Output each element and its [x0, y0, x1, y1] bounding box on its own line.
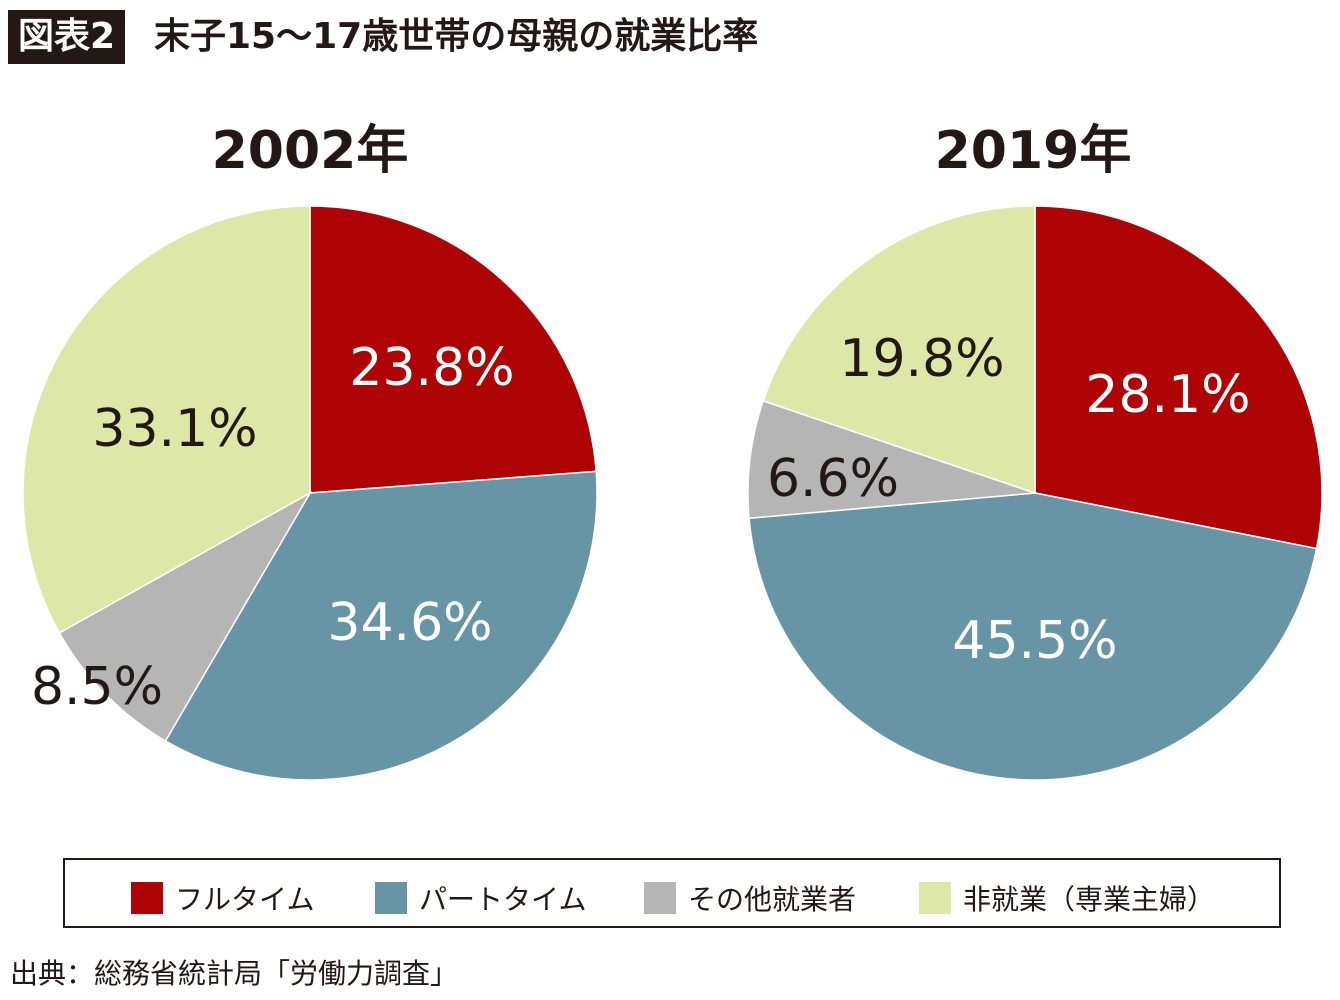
- legend-item-nonemployed: 非就業（専業主婦）: [919, 878, 1215, 918]
- legend-swatch: [131, 882, 163, 914]
- pie-slice: [1034, 205, 1323, 550]
- pie-slice: [22, 205, 311, 634]
- figure-title: 末子15〜17歳世帯の母親の就業比率: [154, 16, 759, 57]
- legend-item-fulltime: フルタイム: [131, 878, 314, 918]
- legend: フルタイム パートタイム その他就業者 非就業（専業主婦）: [63, 858, 1281, 928]
- pie-slice: [164, 470, 598, 781]
- data-label: 6.6%: [767, 449, 899, 509]
- pie-title-2019: 2019年: [934, 121, 1132, 181]
- legend-item-other: その他就業者: [644, 878, 856, 918]
- legend-item-parttime: パートタイム: [375, 878, 586, 918]
- data-label: 33.1%: [92, 399, 257, 459]
- data-label: 28.1%: [1085, 365, 1250, 425]
- data-label: 45.5%: [952, 611, 1117, 671]
- pie-slice: [58, 491, 313, 742]
- data-label: 8.5%: [31, 657, 163, 717]
- legend-label: フルタイム: [175, 883, 315, 916]
- pie-slice: [309, 205, 597, 494]
- data-label: 34.6%: [327, 593, 492, 653]
- legend-label: その他就業者: [688, 883, 857, 916]
- data-label: 23.8%: [349, 338, 514, 398]
- legend-swatch: [919, 882, 951, 914]
- pie-slice: [748, 492, 1318, 781]
- legend-label: 非就業（専業主婦）: [963, 883, 1216, 916]
- pie-slice: [747, 399, 1036, 520]
- data-label: 19.8%: [839, 329, 1004, 389]
- source-note: 出典：総務省統計局「労働力調査」: [10, 957, 459, 990]
- legend-label: パートタイム: [419, 883, 587, 916]
- pie-title-2002: 2002年: [211, 121, 409, 181]
- legend-swatch: [375, 882, 407, 914]
- pie-slice: [762, 205, 1036, 495]
- figure-number-badge: 図表2: [8, 10, 126, 64]
- pie-charts: 23.8% 34.6% 8.5% 33.1% 28.1% 45.5% 6.6% 19.8%: [22, 205, 1323, 781]
- legend-swatch: [644, 882, 676, 914]
